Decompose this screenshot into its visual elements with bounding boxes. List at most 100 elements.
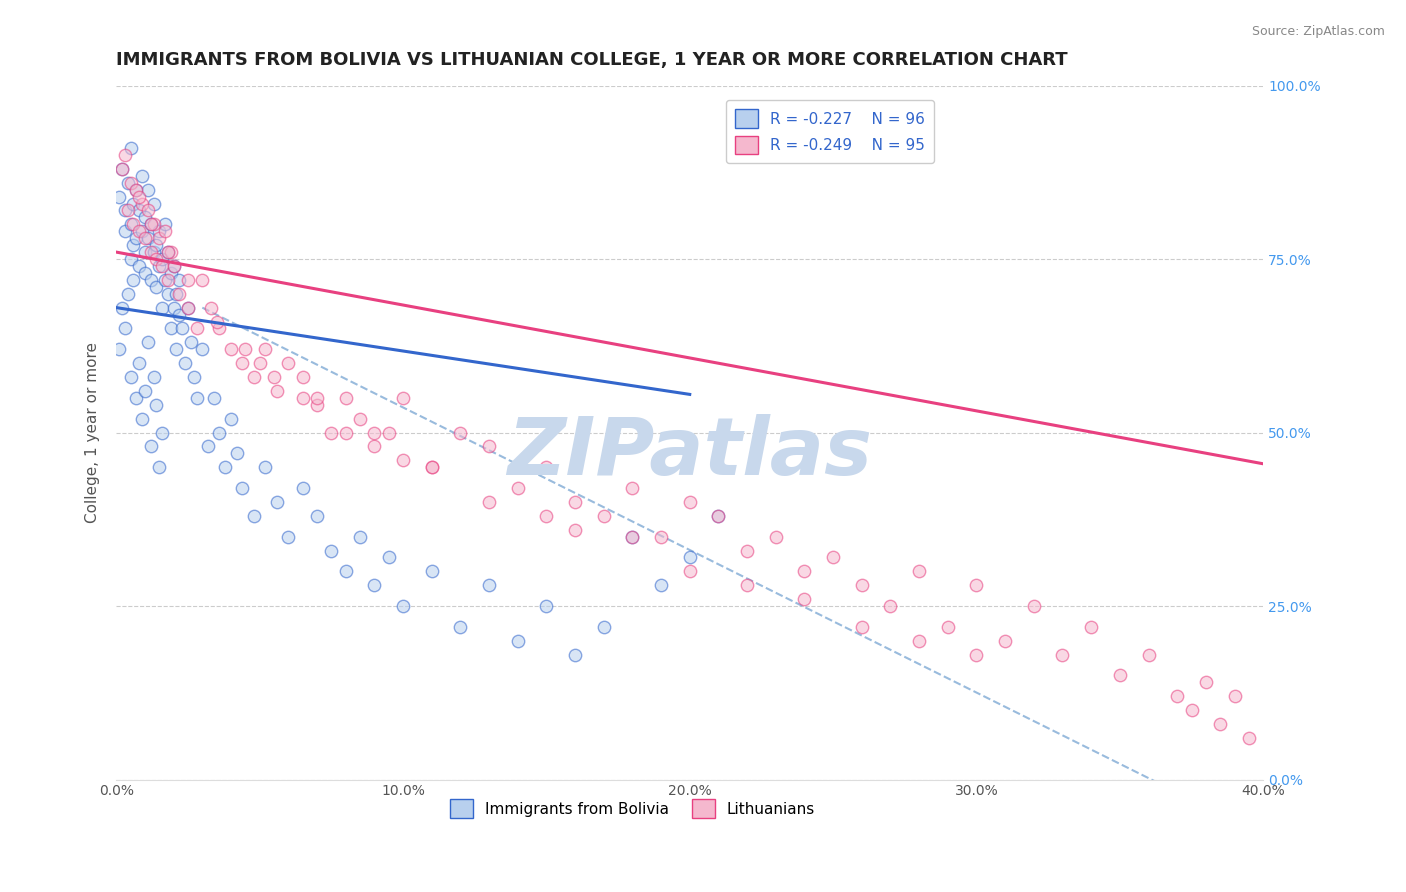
Point	[153, 217, 176, 231]
Point	[214, 460, 236, 475]
Point	[449, 620, 471, 634]
Point	[174, 356, 197, 370]
Point	[219, 343, 242, 357]
Point	[159, 245, 181, 260]
Point	[735, 543, 758, 558]
Text: IMMIGRANTS FROM BOLIVIA VS LITHUANIAN COLLEGE, 1 YEAR OR MORE CORRELATION CHART: IMMIGRANTS FROM BOLIVIA VS LITHUANIAN CO…	[117, 51, 1069, 69]
Point	[851, 578, 873, 592]
Point	[114, 148, 136, 162]
Point	[335, 391, 357, 405]
Point	[621, 481, 644, 495]
Point	[966, 648, 988, 662]
Point	[208, 321, 231, 335]
Point	[114, 203, 136, 218]
Point	[335, 425, 357, 440]
Point	[536, 460, 558, 475]
Point	[392, 453, 415, 467]
Point	[1080, 620, 1102, 634]
Point	[131, 169, 153, 183]
Point	[277, 356, 299, 370]
Point	[879, 599, 901, 613]
Point	[564, 523, 586, 537]
Point	[156, 245, 179, 260]
Point	[377, 550, 399, 565]
Point	[117, 286, 139, 301]
Point	[1108, 668, 1130, 682]
Point	[139, 439, 162, 453]
Point	[592, 508, 614, 523]
Point	[120, 217, 142, 231]
Point	[150, 301, 173, 315]
Point	[765, 530, 787, 544]
Point	[180, 335, 202, 350]
Point	[117, 176, 139, 190]
Point	[177, 273, 200, 287]
Point	[169, 286, 191, 301]
Point	[305, 508, 328, 523]
Point	[707, 508, 730, 523]
Point	[478, 439, 501, 453]
Text: ZIPatlas: ZIPatlas	[508, 415, 872, 492]
Point	[136, 183, 159, 197]
Point	[150, 259, 173, 273]
Point	[131, 196, 153, 211]
Point	[291, 391, 314, 405]
Point	[650, 578, 672, 592]
Point	[205, 314, 228, 328]
Point	[134, 266, 156, 280]
Point	[679, 550, 702, 565]
Point	[592, 620, 614, 634]
Point	[131, 224, 153, 238]
Point	[349, 530, 371, 544]
Point	[122, 238, 145, 252]
Point	[169, 273, 191, 287]
Point	[392, 599, 415, 613]
Point	[908, 565, 931, 579]
Point	[266, 495, 288, 509]
Point	[114, 224, 136, 238]
Point	[621, 530, 644, 544]
Point	[145, 238, 167, 252]
Point	[128, 224, 150, 238]
Point	[936, 620, 959, 634]
Point	[679, 495, 702, 509]
Point	[197, 439, 219, 453]
Point	[111, 161, 134, 176]
Point	[134, 211, 156, 225]
Point	[908, 633, 931, 648]
Point	[254, 343, 277, 357]
Point	[363, 439, 385, 453]
Point	[243, 370, 266, 384]
Point	[707, 508, 730, 523]
Point	[793, 565, 815, 579]
Point	[122, 196, 145, 211]
Point	[148, 224, 170, 238]
Point	[128, 189, 150, 203]
Point	[139, 245, 162, 260]
Point	[177, 301, 200, 315]
Point	[114, 321, 136, 335]
Point	[125, 183, 148, 197]
Point	[162, 259, 184, 273]
Point	[377, 425, 399, 440]
Point	[1180, 703, 1202, 717]
Point	[128, 259, 150, 273]
Point	[145, 280, 167, 294]
Point	[243, 508, 266, 523]
Point	[349, 411, 371, 425]
Point	[111, 161, 134, 176]
Point	[735, 578, 758, 592]
Point	[420, 460, 443, 475]
Legend: Immigrants from Bolivia, Lithuanians: Immigrants from Bolivia, Lithuanians	[443, 793, 821, 824]
Point	[131, 411, 153, 425]
Point	[156, 286, 179, 301]
Point	[159, 266, 181, 280]
Point	[291, 370, 314, 384]
Point	[335, 565, 357, 579]
Point	[136, 231, 159, 245]
Point	[148, 231, 170, 245]
Point	[506, 481, 529, 495]
Point	[305, 398, 328, 412]
Point	[966, 578, 988, 592]
Point	[183, 370, 205, 384]
